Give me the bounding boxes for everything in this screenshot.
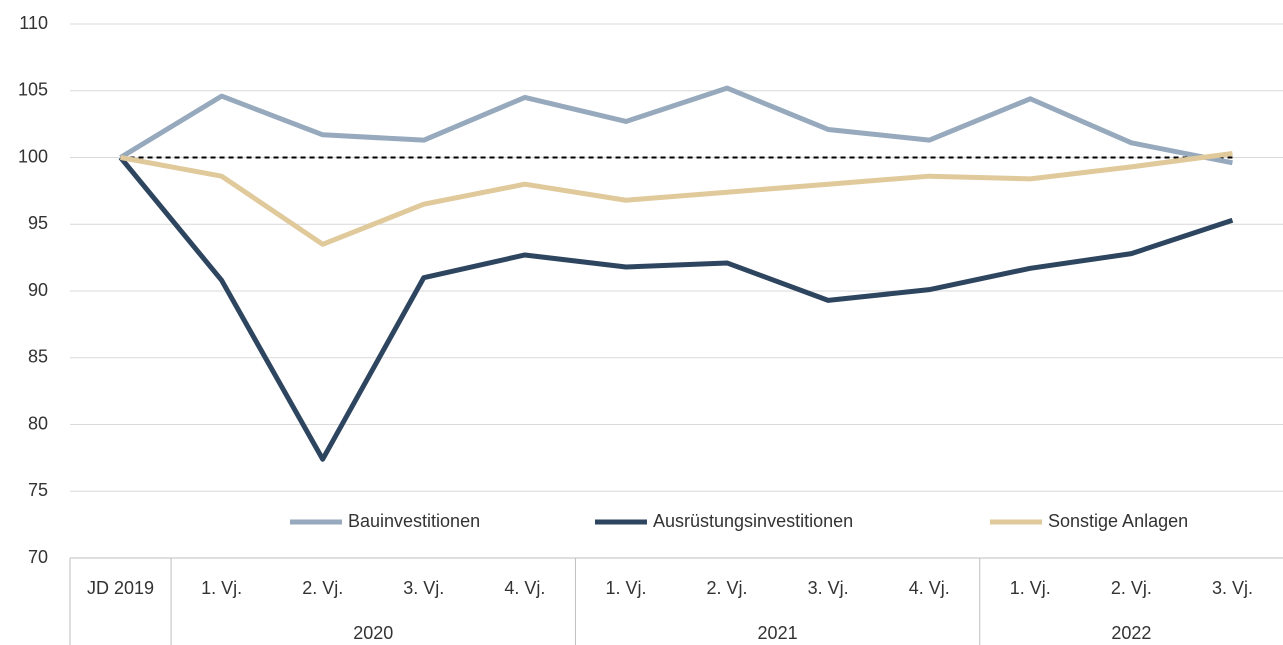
group-label: 2021	[758, 623, 798, 643]
x-tick-label: 2. Vj.	[1111, 578, 1152, 598]
group-label: 2022	[1111, 623, 1151, 643]
series-line	[118, 155, 1234, 462]
x-tick-label: 3. Vj.	[1212, 578, 1253, 598]
y-tick-label: 110	[19, 13, 48, 33]
legend-label: Bauinvestitionen	[348, 511, 480, 531]
y-tick-label: 105	[18, 80, 48, 100]
x-tick-label: 1. Vj.	[1010, 578, 1051, 598]
x-tick-label: 1. Vj.	[605, 578, 646, 598]
x-tick-label: 2. Vj.	[302, 578, 343, 598]
x-tick-label: 2. Vj.	[707, 578, 748, 598]
series-line	[120, 151, 1233, 247]
x-tick-label: 4. Vj.	[504, 578, 545, 598]
y-tick-label: 85	[28, 347, 48, 367]
y-tick-label: 100	[18, 146, 48, 166]
y-tick-label: 95	[28, 213, 48, 233]
series-line	[119, 85, 1233, 166]
legend-label: Sonstige Anlagen	[1048, 511, 1188, 531]
x-tick-label: 3. Vj.	[403, 578, 444, 598]
x-tick-label: 4. Vj.	[909, 578, 950, 598]
y-tick-label: 75	[28, 480, 48, 500]
legend-label: Ausrüstungsinvestitionen	[653, 511, 853, 531]
y-tick-label: 80	[28, 413, 48, 433]
x-tick-label: 3. Vj.	[808, 578, 849, 598]
y-tick-label: 70	[28, 547, 48, 567]
y-tick-label: 90	[28, 280, 48, 300]
x-tick-label: 1. Vj.	[201, 578, 242, 598]
group-label: 2020	[353, 623, 393, 643]
x-tick-label: JD 2019	[87, 578, 154, 598]
